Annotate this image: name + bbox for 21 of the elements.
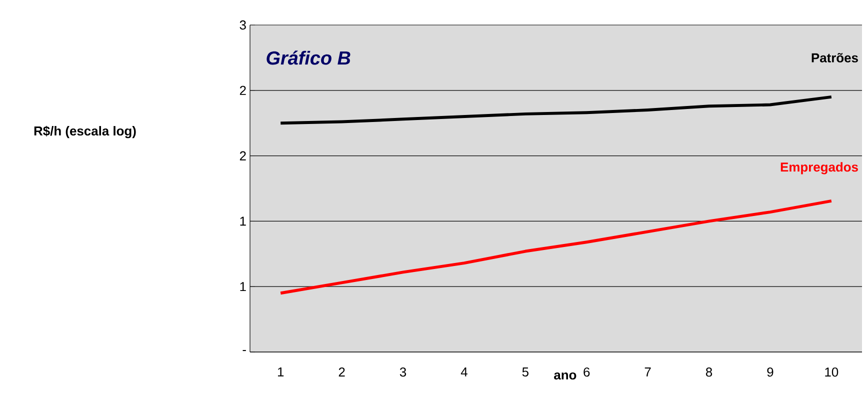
x-tick-label: 7 <box>644 367 651 376</box>
x-tick-label: 9 <box>767 367 774 377</box>
text: Gráfico B <box>266 50 350 65</box>
x-tick-label: 2 <box>338 367 345 377</box>
text: Patrões <box>812 52 858 62</box>
y-tick-label: 3 <box>240 20 246 30</box>
x-tick-label: 6 <box>584 367 590 377</box>
x-tick-label: 3 <box>400 367 406 377</box>
y-tick-label: 2 <box>240 151 246 160</box>
x-tick-label: 5 <box>522 367 528 377</box>
y-tick-label: 1 <box>240 282 246 292</box>
x-tick-label: 10 <box>825 367 838 377</box>
x-tick-label: 8 <box>706 367 712 377</box>
text: Empregados <box>780 162 858 174</box>
x-axis-title: ano <box>554 372 576 380</box>
text: R$/h (escala log) <box>34 126 136 138</box>
y-tick-label: 1 <box>240 216 246 226</box>
y-tick-label: - <box>242 350 246 352</box>
x-tick-label: 4 <box>460 367 468 376</box>
y-tick-label: 2 <box>240 86 246 95</box>
x-tick-label: 1 <box>278 367 284 376</box>
